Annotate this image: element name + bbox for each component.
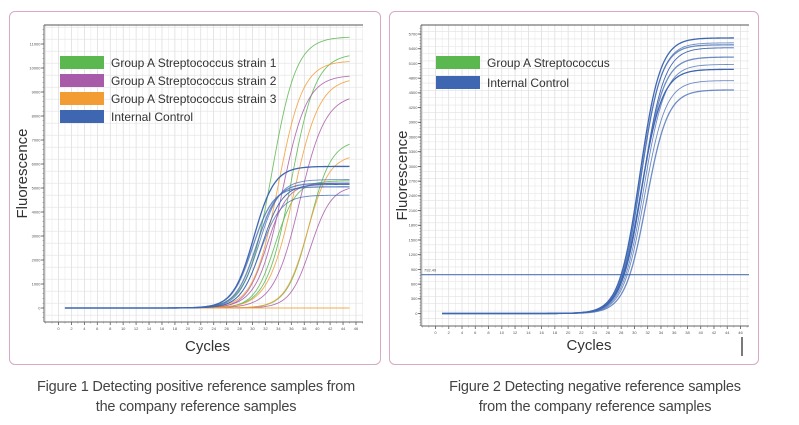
figure-1-caption: Figure 1 Detecting positive reference sa… <box>0 377 392 417</box>
figure-2-caption: Figure 2 Detecting negative reference sa… <box>400 377 790 417</box>
figure-1-caption-line-2: the company reference samples <box>95 399 297 415</box>
figure-1-caption-line-1: Figure 1 Detecting positive reference sa… <box>36 379 355 395</box>
figure-1-panel <box>9 11 381 365</box>
figure-2-caption-line-1: Figure 2 Detecting negative reference sa… <box>449 379 741 395</box>
figure-2-caption-line-2: from the company reference samples <box>478 399 712 415</box>
figure-2-panel <box>389 11 759 365</box>
